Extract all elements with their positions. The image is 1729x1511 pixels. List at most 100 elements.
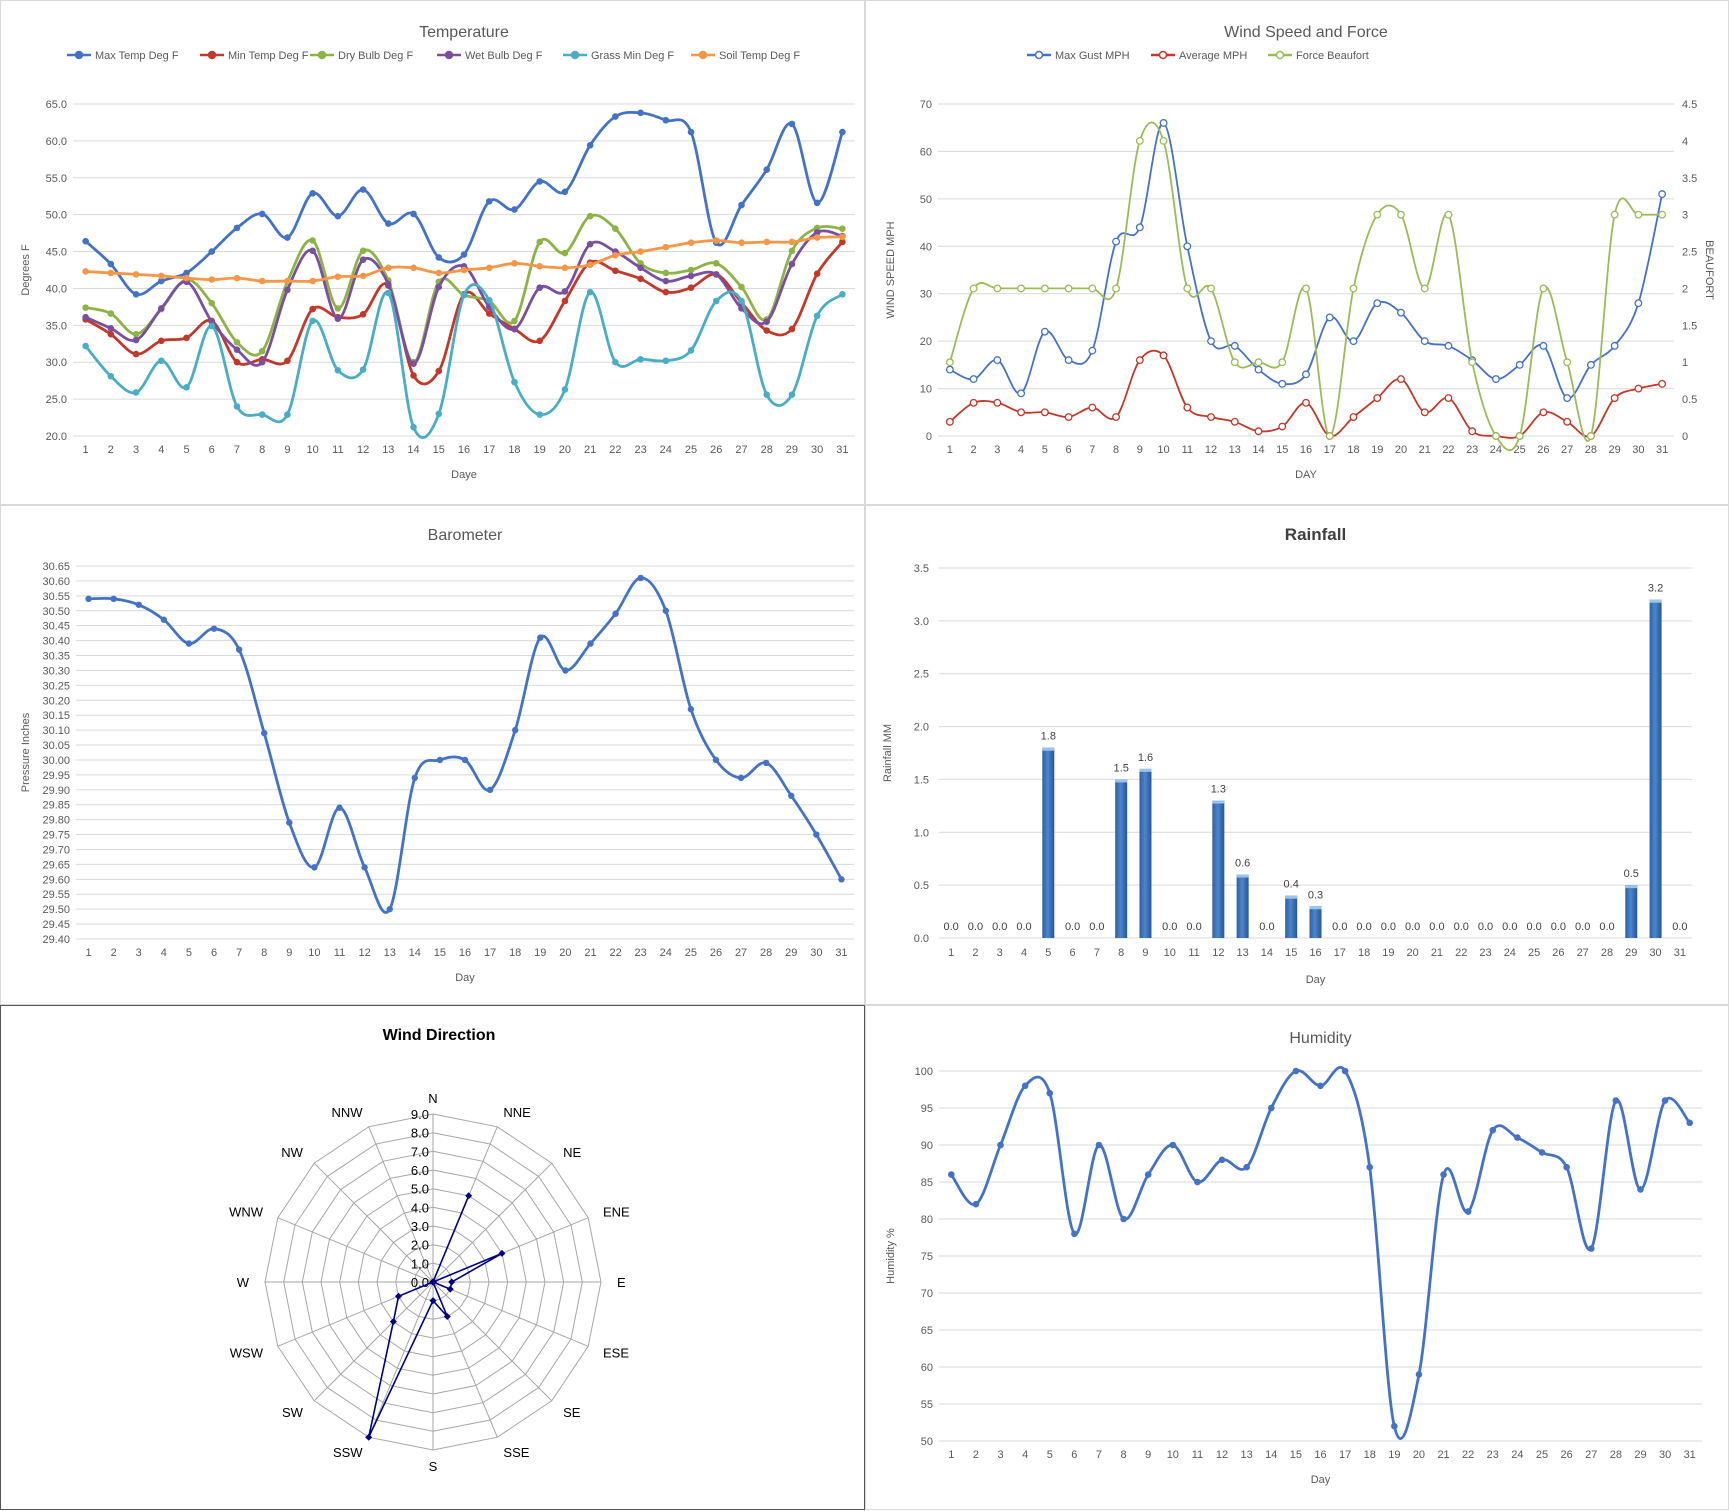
wind-point-average-mph [1207, 413, 1215, 421]
barometer-y-tick-label: 29.50 [42, 904, 70, 916]
humidity-x-tick-label: 11 [1192, 1449, 1203, 1461]
wind-point-force-beaufort [1135, 136, 1144, 145]
barometer-y-tick-label: 30.00 [42, 755, 70, 767]
wind_direction-r-tick-label: 3.0 [411, 1219, 429, 1234]
temperature-point-dry-bulb-deg-f [738, 283, 745, 291]
rainfall-data-label: 0.5 [1624, 868, 1639, 880]
temperature-point-dry-bulb-deg-f [586, 212, 594, 220]
rainfall-data-label: 0.0 [1575, 921, 1590, 933]
wind-point-max-gust-mph [1586, 360, 1595, 369]
wind_direction-data-point [498, 1249, 506, 1257]
barometer-y-tick-label: 29.45 [42, 919, 70, 931]
rainfall-bar-cap [1285, 895, 1298, 899]
wind-y-tick-label: 60 [920, 146, 932, 158]
rainfall-x-tick-label: 30 [1649, 947, 1661, 959]
barometer-point-series-0 [185, 640, 193, 647]
humidity-x-tick-label: 1 [948, 1449, 954, 1461]
rainfall-x-tick-label: 31 [1674, 947, 1686, 959]
wind-x-tick-label: 8 [1113, 444, 1119, 456]
temperature-legend-marker-wet-bulb-deg-f [444, 50, 454, 60]
rainfall-bar-cap [1236, 874, 1249, 878]
rainfall-x-tick-label: 2 [972, 947, 978, 959]
wind_direction-r-tick-label: 4.0 [411, 1200, 429, 1215]
temperature-point-grass-min-deg-f [712, 297, 720, 305]
wind-point-force-beaufort [1539, 284, 1548, 293]
rainfall-x-tick-label: 5 [1045, 947, 1051, 959]
wind-point-force-beaufort [1064, 284, 1073, 293]
barometer-point-series-0 [486, 786, 494, 793]
wind-point-max-gust-mph [1325, 313, 1334, 322]
wind-point-max-gust-mph [1278, 379, 1287, 388]
rainfall-bar [1139, 768, 1152, 938]
temperature-point-min-temp-deg-f [309, 305, 316, 313]
barometer-x-tick-label: 26 [710, 947, 722, 959]
barometer-x-tick-label: 22 [609, 947, 621, 959]
temperature-point-grass-min-deg-f [637, 355, 644, 363]
wind-point-force-beaufort [1017, 284, 1026, 293]
temperature-point-soil-temp-deg-f [385, 264, 392, 272]
temperature-legend-label-max-temp-deg-f: Max Temp Deg F [95, 50, 179, 62]
temperature-point-grass-min-deg-f [536, 411, 543, 418]
wind-point-force-beaufort [1349, 284, 1358, 293]
rainfall-data-label: 0.0 [1356, 921, 1371, 933]
humidity-x-tick-label: 29 [1634, 1449, 1646, 1461]
humidity-point-series-0 [1637, 1186, 1644, 1193]
temperature-legend-label-wet-bulb-deg-f: Wet Bulb Deg F [465, 50, 543, 62]
wind-y2-tick-label: 0.5 [1682, 394, 1697, 406]
temperature-point-max-temp-deg-f [183, 269, 190, 277]
barometer-y-tick-label: 30.20 [42, 695, 70, 707]
rainfall-x-tick-label: 18 [1358, 947, 1370, 959]
barometer-point-series-0 [311, 864, 318, 871]
humidity-x-tick-label: 7 [1096, 1449, 1102, 1461]
wind-point-max-gust-mph [1610, 341, 1619, 350]
temperature-x-tick-label: 2 [108, 444, 114, 456]
wind-point-force-beaufort [1302, 284, 1310, 293]
temperature-point-max-temp-deg-f [485, 198, 493, 205]
temperature-point-soil-temp-deg-f [410, 264, 417, 272]
wind-point-max-gust-mph [1420, 337, 1429, 346]
rainfall-title: Rainfall [1285, 525, 1346, 544]
barometer-point-series-0 [813, 831, 820, 838]
barometer-x-tick-label: 2 [111, 947, 117, 959]
temperature-point-grass-min-deg-f [208, 322, 216, 330]
wind-point-force-beaufort [1040, 284, 1049, 293]
wind-point-force-beaufort [1159, 136, 1168, 145]
barometer-y-tick-label: 29.95 [42, 770, 70, 782]
wind-point-max-gust-mph [1349, 337, 1358, 346]
temperature-point-soil-temp-deg-f [157, 272, 165, 280]
temperature-point-grass-min-deg-f [132, 389, 140, 396]
wind-x-tick-label: 31 [1656, 444, 1668, 456]
temperature-y-tick-label: 45.0 [46, 247, 67, 259]
temperature-x-tick-label: 29 [786, 444, 798, 456]
barometer-x-tick-label: 29 [785, 947, 797, 959]
humidity-x-tick-label: 27 [1585, 1449, 1597, 1461]
wind-x-tick-label: 1 [947, 444, 953, 456]
temperature-point-grass-min-deg-f [107, 372, 115, 380]
temperature-point-grass-min-deg-f [183, 384, 190, 391]
rainfall-data-label: 0.0 [968, 921, 983, 933]
wind_direction-r-tick-label: 8.0 [411, 1126, 429, 1141]
rainfall-x-tick-label: 8 [1118, 947, 1124, 959]
wind-point-average-mph [1634, 384, 1643, 393]
temperature-y-tick-label: 50.0 [46, 210, 67, 222]
temperature-point-max-temp-deg-f [334, 212, 342, 220]
barometer-x-tick-label: 21 [584, 947, 596, 959]
humidity-line-series-0 [950, 1066, 1691, 1440]
temperature-x-tick-label: 31 [836, 444, 848, 456]
barometer-line-series-0 [88, 576, 843, 914]
wind-point-force-beaufort [1468, 358, 1477, 367]
barometer-x-tick-label: 30 [810, 947, 822, 959]
temperature-point-grass-min-deg-f [334, 367, 342, 374]
barometer-point-series-0 [511, 726, 519, 734]
humidity-y-tick-label: 65 [921, 1325, 933, 1337]
wind-point-max-gust-mph [1491, 375, 1500, 384]
humidity-point-series-0 [1464, 1208, 1472, 1215]
barometer-point-series-0 [85, 595, 92, 603]
barometer-x-axis-label: Day [455, 972, 475, 984]
wind-legend-marker-average-mph [1158, 50, 1168, 60]
barometer-y-tick-label: 30.40 [42, 636, 70, 648]
temperature-x-tick-label: 16 [458, 444, 470, 456]
barometer-point-series-0 [436, 756, 444, 764]
humidity-point-series-0 [1144, 1171, 1152, 1178]
rainfall-bar-cap [1115, 779, 1128, 783]
